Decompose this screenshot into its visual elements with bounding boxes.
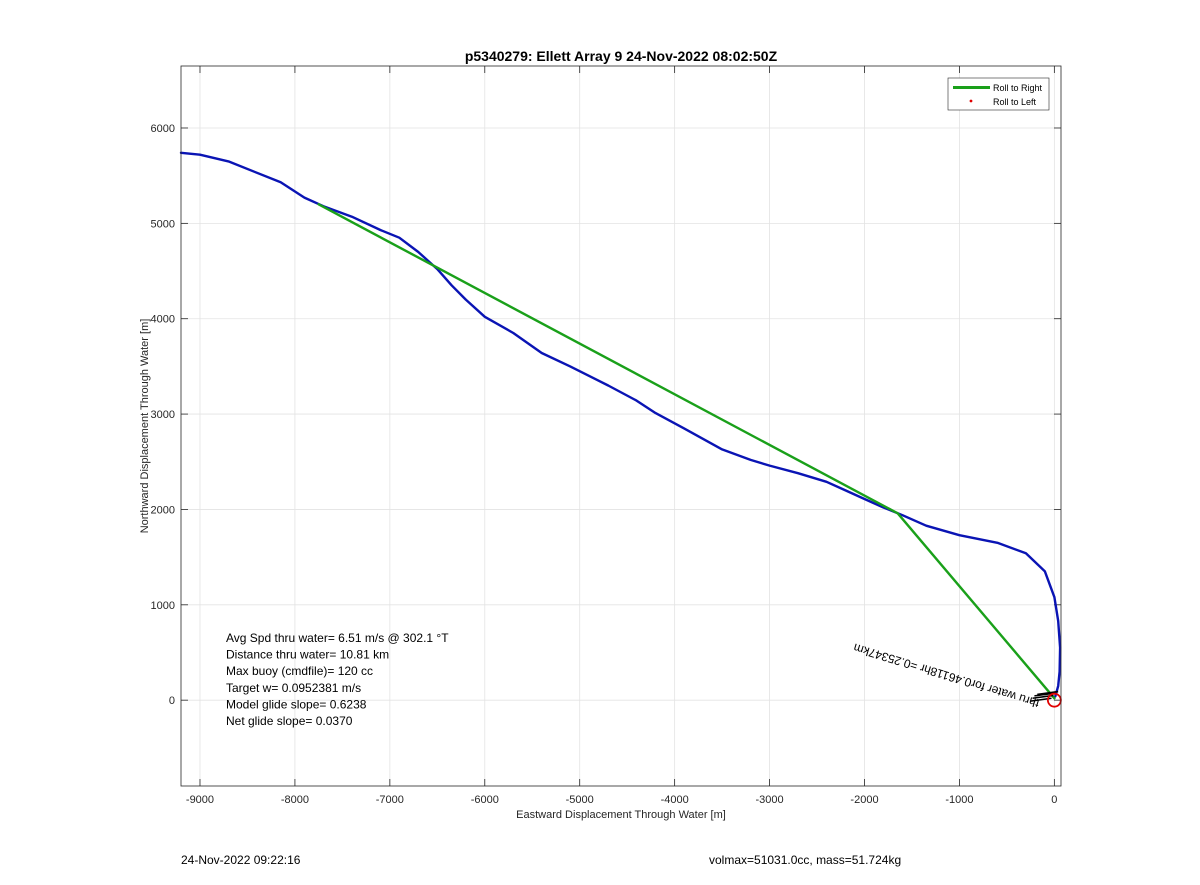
x-tick-label: 0 — [1051, 794, 1057, 806]
straight-line-green — [317, 203, 1056, 700]
stats-line: Target w= 0.0952381 m/s — [226, 681, 361, 695]
stats-text-block: Avg Spd thru water= 6.51 m/s @ 302.1 °T D… — [226, 631, 449, 728]
y-tick-label: 6000 — [151, 123, 175, 135]
stats-line: Avg Spd thru water= 6.51 m/s @ 302.1 °T — [226, 631, 449, 645]
x-axis-label: Eastward Displacement Through Water [m] — [516, 809, 726, 821]
x-tick-label: -7000 — [376, 794, 404, 806]
y-tick-label: 4000 — [151, 314, 175, 326]
origin-heading-mark — [1037, 690, 1059, 696]
x-tick-label: -1000 — [945, 794, 973, 806]
stats-line: Distance thru water= 10.81 km — [226, 648, 389, 662]
stats-line: Net glide slope= 0.0370 — [226, 714, 353, 728]
plot-area — [181, 66, 1061, 786]
y-axis-label: Northward Displacement Through Water [m] — [139, 319, 151, 534]
y-tick-label: 5000 — [151, 218, 175, 230]
x-tick-label: -5000 — [566, 794, 594, 806]
x-tick-label: -8000 — [281, 794, 309, 806]
series-layer — [179, 151, 1062, 708]
y-tick-label: 1000 — [151, 600, 175, 612]
stats-line: Model glide slope= 0.6238 — [226, 697, 367, 711]
x-tick-label: -9000 — [186, 794, 214, 806]
footer-vehicle-info: volmax=51031.0cc, mass=51.724kg — [709, 853, 902, 867]
axis-ticks — [181, 66, 1061, 786]
chart-title: p5340279: Ellett Array 9 24-Nov-2022 08:… — [465, 48, 778, 64]
legend: Roll to Right Roll to Left — [947, 77, 1050, 111]
x-tick-label: -6000 — [471, 794, 499, 806]
legend-box — [947, 77, 1050, 111]
track-line-blue — [179, 151, 1062, 698]
y-tick-label: 2000 — [151, 504, 175, 516]
x-tick-label: -2000 — [850, 794, 878, 806]
y-tick-label: 0 — [169, 695, 175, 707]
legend-label-roll-left: Roll to Left — [993, 97, 1037, 107]
x-tick-label: -4000 — [661, 794, 689, 806]
legend-dot-roll-left — [969, 99, 973, 103]
x-tick-labels: -9000 -8000 -7000 -6000 -5000 -4000 -3000 -2000… — [186, 794, 1058, 806]
y-tick-labels: 0 1000 2000 3000 4000 5000 6000 — [151, 123, 175, 707]
stats-line: Max buoy (cmdfile)= 120 cc — [226, 664, 373, 678]
x-tick-label: -3000 — [755, 794, 783, 806]
legend-label-roll-right: Roll to Right — [993, 83, 1043, 93]
footer-timestamp: 24-Nov-2022 09:22:16 — [181, 853, 301, 867]
plot-frame — [180, 65, 1062, 787]
y-tick-label: 3000 — [151, 409, 175, 421]
grid-lines — [181, 66, 1061, 786]
